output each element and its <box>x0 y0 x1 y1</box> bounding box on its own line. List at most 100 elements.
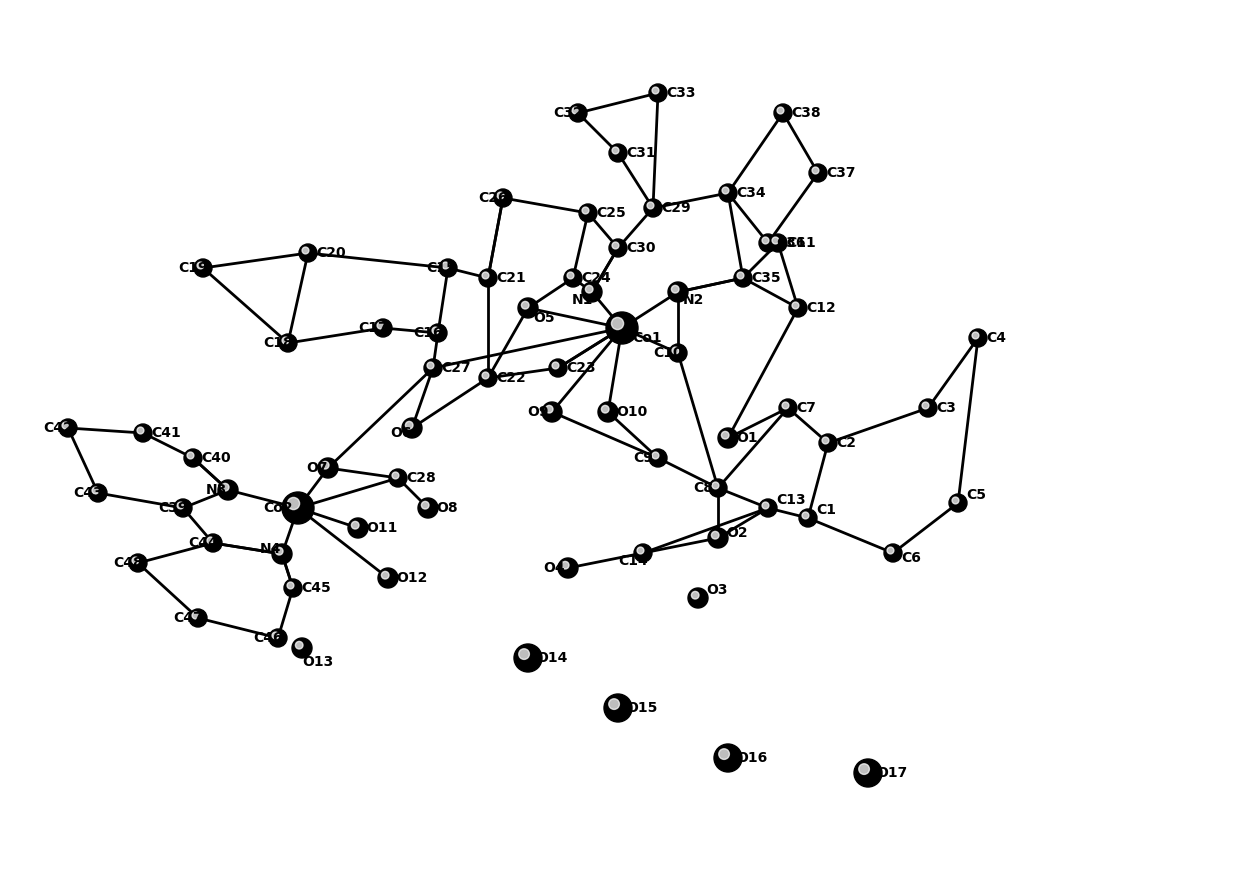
Circle shape <box>295 642 303 649</box>
Circle shape <box>671 286 680 293</box>
Text: O16: O16 <box>737 751 768 765</box>
Circle shape <box>759 234 777 252</box>
Text: C40: C40 <box>201 451 231 465</box>
Circle shape <box>479 269 497 287</box>
Text: C13: C13 <box>776 493 806 507</box>
Circle shape <box>763 237 769 244</box>
Circle shape <box>722 187 729 194</box>
Circle shape <box>482 372 489 379</box>
Circle shape <box>644 199 662 217</box>
Circle shape <box>482 272 489 279</box>
Text: Co1: Co1 <box>632 331 662 345</box>
Circle shape <box>272 544 291 564</box>
Circle shape <box>174 499 192 517</box>
Circle shape <box>579 204 596 222</box>
Circle shape <box>598 402 618 422</box>
Circle shape <box>773 237 779 244</box>
Circle shape <box>188 609 207 627</box>
Circle shape <box>427 362 434 369</box>
Text: C36: C36 <box>776 236 806 250</box>
Circle shape <box>792 302 799 309</box>
Circle shape <box>218 480 238 500</box>
Circle shape <box>479 369 497 387</box>
Circle shape <box>272 632 279 639</box>
Circle shape <box>712 482 719 489</box>
Circle shape <box>317 458 339 478</box>
Circle shape <box>284 579 303 597</box>
Circle shape <box>949 494 967 512</box>
Circle shape <box>822 437 828 444</box>
Text: C39: C39 <box>157 501 187 515</box>
Text: C12: C12 <box>806 301 836 315</box>
Circle shape <box>348 518 368 538</box>
Circle shape <box>129 554 148 572</box>
Circle shape <box>604 694 632 722</box>
Circle shape <box>734 269 751 287</box>
Circle shape <box>134 424 153 442</box>
Circle shape <box>799 509 817 527</box>
Text: O12: O12 <box>396 571 428 585</box>
Text: O9: O9 <box>527 405 548 419</box>
Text: C48: C48 <box>113 556 143 570</box>
Circle shape <box>613 242 619 249</box>
Circle shape <box>647 202 653 209</box>
Circle shape <box>763 502 769 509</box>
Circle shape <box>668 282 688 302</box>
Circle shape <box>521 301 529 309</box>
Circle shape <box>291 638 312 658</box>
Circle shape <box>377 322 384 329</box>
Text: C9: C9 <box>632 451 653 465</box>
Text: O15: O15 <box>626 701 657 715</box>
Text: C20: C20 <box>316 246 346 260</box>
Text: N1: N1 <box>572 293 594 307</box>
Circle shape <box>351 521 360 529</box>
Circle shape <box>562 562 569 569</box>
Circle shape <box>649 449 667 467</box>
Text: C4: C4 <box>986 331 1006 345</box>
Circle shape <box>670 344 687 362</box>
Circle shape <box>782 402 789 409</box>
Circle shape <box>497 192 503 199</box>
Text: O14: O14 <box>536 651 568 665</box>
Text: C21: C21 <box>496 271 526 285</box>
Circle shape <box>601 405 609 413</box>
Circle shape <box>887 547 894 554</box>
Circle shape <box>789 299 807 317</box>
Circle shape <box>542 402 562 422</box>
Text: C16: C16 <box>413 326 443 340</box>
Circle shape <box>808 164 827 182</box>
Circle shape <box>719 184 737 202</box>
Circle shape <box>518 298 538 318</box>
Circle shape <box>552 362 559 369</box>
Circle shape <box>609 144 627 162</box>
Circle shape <box>424 359 441 377</box>
Text: C34: C34 <box>737 186 765 200</box>
Circle shape <box>672 347 680 354</box>
Circle shape <box>62 422 69 429</box>
Circle shape <box>637 547 644 554</box>
Text: O7: O7 <box>306 461 327 475</box>
Circle shape <box>774 104 792 122</box>
Circle shape <box>177 502 184 509</box>
Text: O11: O11 <box>366 521 397 535</box>
Circle shape <box>441 262 449 269</box>
Text: C15: C15 <box>427 261 456 275</box>
Text: C3: C3 <box>936 401 956 415</box>
Circle shape <box>818 434 837 452</box>
Text: O1: O1 <box>737 431 758 445</box>
Circle shape <box>494 189 512 207</box>
Circle shape <box>288 497 300 510</box>
Text: C11: C11 <box>786 236 816 250</box>
Circle shape <box>812 167 818 174</box>
Circle shape <box>192 612 198 619</box>
Text: C43: C43 <box>73 486 103 500</box>
Text: C44: C44 <box>188 536 218 550</box>
Circle shape <box>688 588 708 608</box>
Circle shape <box>919 399 937 417</box>
Circle shape <box>184 449 202 467</box>
Circle shape <box>854 759 882 787</box>
Circle shape <box>572 107 579 114</box>
Circle shape <box>205 534 222 552</box>
Circle shape <box>722 431 729 439</box>
Circle shape <box>439 259 458 277</box>
